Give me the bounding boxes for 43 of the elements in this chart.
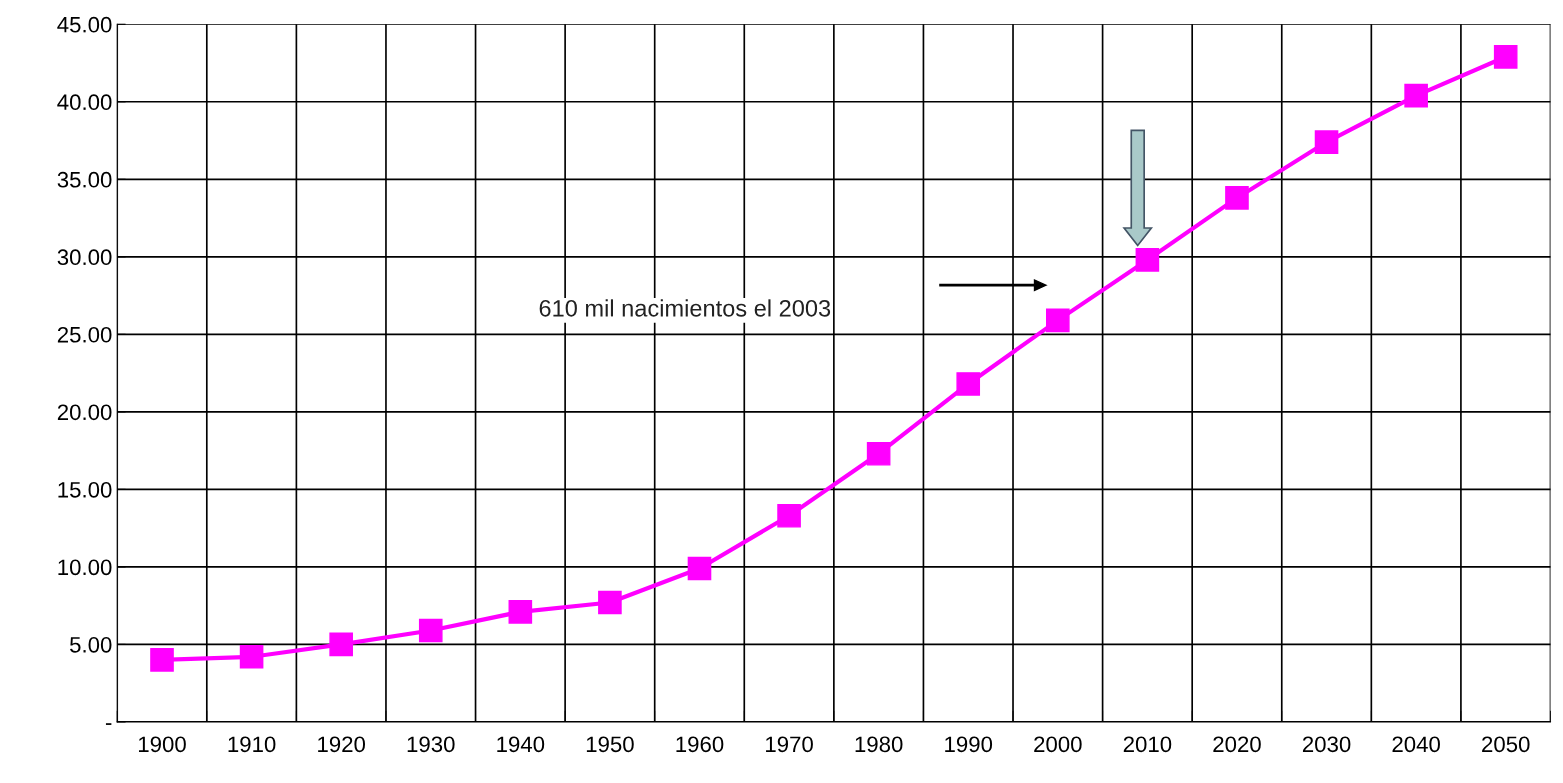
x-tick-label: 1920 [318, 736, 366, 753]
point [508, 600, 533, 624]
point [1046, 308, 1070, 333]
point [1493, 45, 1518, 69]
point [239, 645, 264, 669]
point [1404, 83, 1428, 108]
point [956, 372, 981, 396]
point [687, 556, 712, 581]
x-tick-label: 1990 [945, 736, 993, 753]
x-tick-label: 1970 [766, 736, 813, 753]
y-tick-label: 5.00 [70, 636, 112, 653]
x-tick-label: 1980 [855, 736, 903, 753]
point [598, 590, 622, 615]
y-tick-label: 30.00 [57, 249, 112, 266]
x-tick-label: 2000 [1034, 736, 1082, 753]
y-tick-label: 10.00 [58, 559, 112, 576]
x-tick-label: 1950 [586, 736, 634, 753]
y-tick-label: 15.00 [58, 481, 112, 498]
x-tick-label: 1940 [497, 736, 545, 753]
x-tick-label: 2050 [1482, 736, 1530, 753]
x-tick-label: 2030 [1302, 736, 1351, 753]
y-tick-label: - [105, 723, 112, 725]
point [866, 441, 891, 466]
y-tick-label: 45.00 [57, 16, 112, 33]
y-tick-label: 20.00 [57, 404, 112, 421]
point [1314, 130, 1339, 154]
x-tick-label: 1930 [407, 736, 455, 753]
annotation: 610 mil nacimientos el 2003 [539, 299, 831, 317]
point [777, 503, 801, 528]
x-tick-label: 2020 [1213, 736, 1261, 753]
y-tick-label: 40.00 [57, 94, 112, 111]
x-tick-label: 1910 [228, 736, 276, 753]
y-tick-label: 35.00 [57, 171, 112, 188]
point [1225, 186, 1249, 210]
x-tick-label: 1960 [676, 736, 724, 753]
point [329, 632, 353, 657]
y-tick-label: 25.00 [57, 326, 112, 343]
x-tick-label: 2040 [1392, 736, 1440, 753]
point [418, 618, 443, 643]
x-tick-label: 2010 [1123, 736, 1172, 753]
point [1135, 248, 1160, 272]
x-tick-label: 1900 [138, 736, 186, 753]
point [150, 648, 174, 672]
